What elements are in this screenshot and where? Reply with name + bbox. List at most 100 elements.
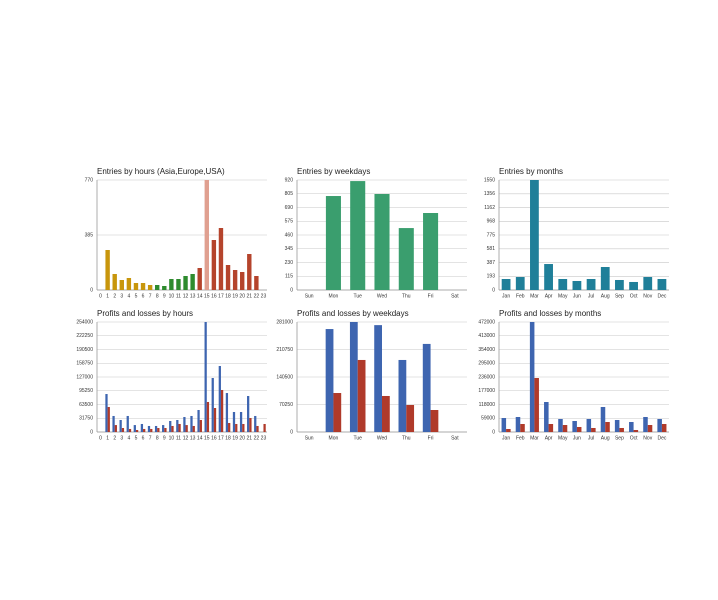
x-tick-label: 17 bbox=[218, 435, 224, 441]
y-tick-label: 63500 bbox=[79, 402, 93, 408]
x-tick-label: 13 bbox=[190, 293, 196, 299]
x-tick-label: Mon bbox=[329, 435, 339, 441]
bar bbox=[501, 279, 511, 290]
bar bbox=[572, 280, 582, 290]
x-tick-label: Nov bbox=[643, 293, 652, 299]
bar bbox=[140, 283, 146, 290]
x-tick-label: Oct bbox=[630, 293, 638, 299]
bar bbox=[157, 428, 160, 432]
x-tick-label: 0 bbox=[99, 293, 102, 299]
y-tick-label: 0 bbox=[90, 429, 93, 435]
x-tick-label: 15 bbox=[204, 435, 210, 441]
x-tick-label: Sun bbox=[305, 435, 314, 441]
x-tick-label: 14 bbox=[197, 435, 203, 441]
bar bbox=[239, 411, 243, 432]
x-tick-label: 4 bbox=[127, 293, 130, 299]
bar bbox=[183, 276, 188, 290]
y-tick-label: 690 bbox=[285, 205, 294, 211]
y-tick-label: 1356 bbox=[484, 191, 495, 197]
bar bbox=[558, 418, 563, 432]
x-tick-label: 12 bbox=[183, 435, 189, 441]
x-tick-label: 19 bbox=[232, 435, 238, 441]
bar bbox=[169, 279, 174, 290]
x-tick-label: 23 bbox=[261, 435, 267, 441]
bar bbox=[615, 279, 624, 290]
bar bbox=[558, 279, 568, 290]
chart-title: Profits and losses by months bbox=[499, 309, 601, 318]
x-tick-label: Jul bbox=[588, 293, 594, 299]
bar bbox=[176, 420, 179, 432]
x-tick-label: Nov bbox=[643, 435, 652, 441]
x-tick-label: 8 bbox=[156, 293, 159, 299]
bar bbox=[218, 366, 221, 432]
bar bbox=[197, 268, 202, 290]
bar bbox=[218, 228, 224, 290]
chart-title: Entries by weekdays bbox=[297, 167, 370, 176]
bar bbox=[220, 389, 224, 432]
y-tick-label: 0 bbox=[290, 429, 293, 435]
x-tick-label: 20 bbox=[239, 293, 245, 299]
y-tick-label: 1550 bbox=[484, 177, 495, 183]
x-tick-label: 16 bbox=[211, 293, 217, 299]
bar bbox=[661, 424, 667, 432]
bar bbox=[544, 402, 549, 432]
bar bbox=[398, 359, 407, 432]
x-tick-label: 20 bbox=[239, 435, 245, 441]
bar bbox=[256, 425, 259, 432]
bar bbox=[572, 421, 577, 432]
bar bbox=[143, 428, 146, 432]
bar bbox=[114, 425, 117, 432]
bar bbox=[520, 424, 525, 432]
bar bbox=[128, 428, 132, 432]
x-tick-label: Dec bbox=[657, 293, 666, 299]
x-tick-label: Thu bbox=[402, 435, 411, 441]
bar bbox=[382, 395, 390, 432]
bar bbox=[249, 418, 252, 432]
bar bbox=[374, 193, 390, 290]
bar bbox=[591, 427, 596, 432]
bar bbox=[185, 425, 188, 432]
x-tick-label: Mar bbox=[530, 293, 539, 299]
bar bbox=[228, 422, 231, 432]
bar bbox=[225, 265, 231, 290]
y-tick-label: 0 bbox=[290, 287, 293, 293]
x-tick-label: 2 bbox=[113, 435, 116, 441]
bar bbox=[548, 424, 554, 432]
y-tick-label: 387 bbox=[487, 260, 496, 266]
x-tick-label: 12 bbox=[183, 293, 189, 299]
x-tick-label: Sep bbox=[615, 293, 624, 299]
bar bbox=[119, 280, 124, 290]
y-tick-label: 575 bbox=[285, 219, 294, 225]
bar bbox=[240, 272, 245, 290]
bar bbox=[112, 415, 115, 432]
bar bbox=[105, 250, 110, 290]
bar bbox=[164, 428, 167, 432]
x-tick-label: 10 bbox=[169, 435, 175, 441]
y-tick-label: 581 bbox=[487, 246, 496, 252]
bar bbox=[183, 417, 186, 432]
y-tick-label: 920 bbox=[285, 177, 294, 183]
bar bbox=[562, 425, 568, 432]
bar bbox=[147, 285, 153, 290]
bar bbox=[242, 423, 245, 432]
x-tick-label: Jun bbox=[573, 293, 581, 299]
x-tick-label: Feb bbox=[516, 293, 525, 299]
x-tick-label: 11 bbox=[176, 293, 181, 299]
bar bbox=[206, 401, 210, 432]
bar bbox=[254, 415, 257, 432]
bar bbox=[112, 274, 117, 290]
y-tick-label: 31750 bbox=[79, 416, 93, 422]
x-tick-label: 9 bbox=[163, 293, 166, 299]
bar bbox=[349, 322, 358, 432]
x-tick-label: 3 bbox=[120, 435, 123, 441]
bar bbox=[629, 422, 634, 432]
chart-title: Profits and losses by hours bbox=[97, 309, 193, 318]
bar bbox=[544, 264, 553, 290]
y-tick-label: 295000 bbox=[478, 361, 495, 367]
y-tick-label: 1162 bbox=[484, 205, 495, 211]
bar bbox=[235, 423, 238, 432]
bar bbox=[600, 406, 606, 432]
x-tick-label: Wed bbox=[377, 293, 387, 299]
x-tick-label: Mar bbox=[530, 435, 539, 441]
bar bbox=[232, 411, 236, 432]
